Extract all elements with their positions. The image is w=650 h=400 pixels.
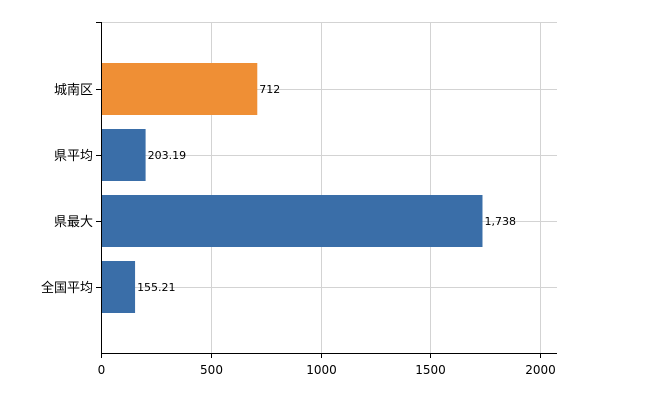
x-tick-label: 2000 (525, 363, 556, 377)
category-label: 県平均 (54, 149, 93, 164)
x-tick-label: 0 (98, 363, 106, 377)
data-label: 712 (259, 83, 280, 96)
x-tick-label: 500 (200, 363, 223, 377)
bar-3 (101, 195, 483, 247)
bar-1 (101, 63, 258, 115)
category-label: 全国平均 (41, 280, 93, 296)
category-label: 県最大 (54, 215, 93, 230)
data-label: 203.19 (148, 149, 187, 162)
category-label: 城南区 (54, 82, 93, 98)
bar-4 (101, 261, 136, 313)
bar-2 (101, 129, 146, 181)
x-tick-label: 1000 (306, 363, 337, 377)
data-label: 155.21 (137, 281, 176, 294)
axis-layer (96, 22, 557, 358)
x-tick-label: 1500 (415, 363, 446, 377)
bar-layer (101, 63, 483, 313)
data-label: 1,738 (484, 215, 515, 228)
